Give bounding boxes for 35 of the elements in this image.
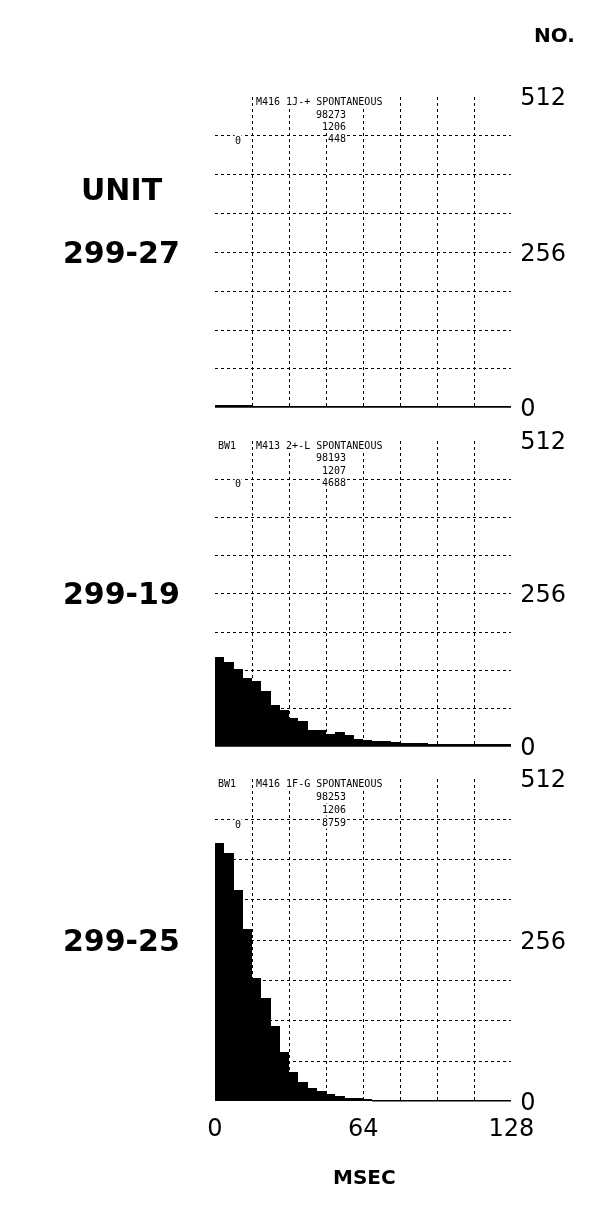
y-axis-title: NO. [534, 23, 575, 47]
annotation: 1206 [322, 804, 347, 815]
annotation: 1206 [322, 121, 347, 132]
y-tick-label: 0 [520, 1087, 536, 1116]
y-tick-label: 0 [520, 733, 536, 762]
y-tick-label: 0 [520, 394, 536, 423]
annotation: 448 [328, 133, 347, 144]
y-tick-label: 512 [520, 765, 567, 794]
x-tick-label: 128 [488, 1114, 535, 1143]
annotation: BW1 [218, 778, 237, 789]
annotation: M416 1F-G SPONTANEOUS [256, 778, 383, 789]
annotation: M416 1J-+ SPONTANEOUS [256, 96, 383, 107]
annotation: 4688 [322, 477, 347, 488]
x-axis-title: MSEC [333, 1165, 396, 1189]
text: 299-19 [63, 576, 180, 611]
y-tick-label: 256 [520, 238, 567, 267]
annotation: 0 [235, 135, 242, 146]
annotation: 98193 [316, 452, 347, 463]
text: 299-27 [63, 235, 180, 270]
x-tick-label: 0 [207, 1114, 223, 1143]
annotation: 0 [235, 819, 242, 830]
annotation: 8759 [322, 817, 347, 828]
x-tick-label: 64 [347, 1114, 379, 1143]
y-tick-label: 512 [520, 83, 567, 112]
y-tick-label: 512 [520, 427, 567, 456]
annotation: 1207 [322, 465, 347, 476]
annotation: 98273 [316, 109, 347, 120]
y-tick-label: 256 [520, 580, 567, 609]
annotation: BW1 [218, 440, 237, 451]
y-tick-label: 256 [520, 926, 567, 955]
text: UNIT [81, 172, 163, 207]
annotation: 98253 [316, 791, 347, 802]
text: 299-25 [63, 923, 180, 958]
annotation: M413 2+-L SPONTANEOUS [256, 440, 383, 451]
annotation: 0 [235, 478, 242, 489]
